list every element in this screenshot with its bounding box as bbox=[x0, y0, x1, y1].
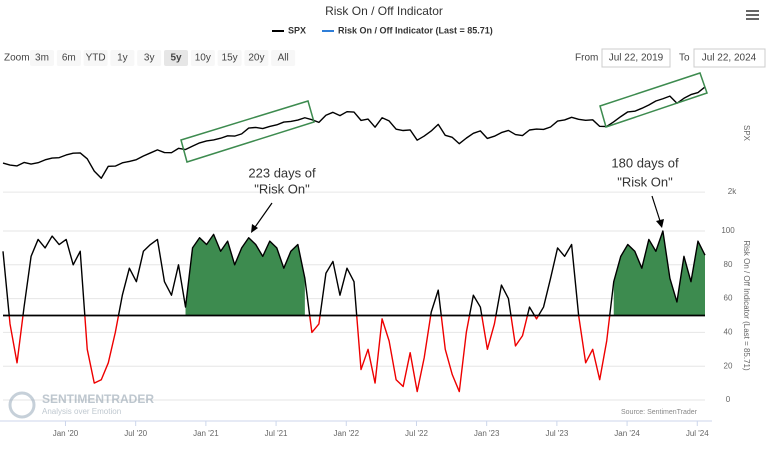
range-button[interactable] bbox=[83, 50, 108, 66]
x-tick-label: Jul '23 bbox=[545, 429, 568, 438]
range-button[interactable] bbox=[30, 50, 54, 66]
zoom-label: Zoom bbox=[4, 53, 30, 64]
arrow-head bbox=[656, 219, 664, 228]
risk-on-area bbox=[185, 234, 305, 316]
range-button[interactable] bbox=[217, 50, 242, 66]
to-input[interactable] bbox=[693, 48, 766, 68]
y-tick-label: 100 bbox=[721, 226, 735, 235]
source: Source: SentimenTrader bbox=[621, 409, 698, 416]
annotation-text: "Risk On" bbox=[254, 181, 310, 196]
x-tick-label: Jan '21 bbox=[193, 429, 219, 438]
range-button[interactable] bbox=[164, 50, 188, 66]
y2-tick-label: 2k bbox=[728, 187, 737, 196]
menu-bar bbox=[746, 10, 759, 12]
range-button-label: 1y bbox=[117, 53, 128, 64]
watermark-logo bbox=[8, 391, 36, 419]
x-tick-label: Jan '23 bbox=[474, 429, 500, 438]
range-button-label: 6m bbox=[62, 53, 76, 64]
y-tick-label: 40 bbox=[724, 328, 733, 337]
annotation-arrow bbox=[252, 202, 273, 231]
legend-label: SPX bbox=[288, 25, 306, 35]
menu-bar bbox=[746, 14, 759, 16]
annotation-text: 223 days of bbox=[248, 165, 316, 180]
range-button-label: 15y bbox=[222, 53, 238, 64]
x-tick-label: Jan '20 bbox=[53, 429, 79, 438]
annotation-text: "Risk On" bbox=[617, 174, 673, 189]
range-button-label: 3m bbox=[35, 53, 49, 64]
range-button[interactable] bbox=[271, 50, 296, 66]
range-button-label: 20y bbox=[248, 53, 264, 64]
range-button-label: 3y bbox=[144, 53, 155, 64]
legend: SPX Risk On / Off Indicator (Last = 85.71… bbox=[272, 25, 493, 35]
highlight-box bbox=[599, 72, 708, 128]
range-button[interactable] bbox=[190, 50, 215, 66]
x-tick-label: Jul '20 bbox=[124, 429, 147, 438]
watermark-text: SENTIMENTRADER bbox=[42, 392, 154, 406]
from-input[interactable] bbox=[601, 48, 671, 68]
range-selector: Zoom From Jul 22, 2019 To Jul 22, 2024 3… bbox=[4, 48, 766, 68]
risk-on-area bbox=[613, 231, 705, 316]
plot-area: 0 20 40 60 80 100 2k Risk On / Off Indicator (L… bbox=[0, 86, 751, 438]
indicator-line-above bbox=[2, 230, 706, 316]
y-tick-label: 0 bbox=[726, 395, 731, 404]
range-button[interactable] bbox=[56, 50, 81, 66]
chart-title: Risk On / Off Indicator bbox=[325, 4, 443, 18]
menu-bar bbox=[746, 18, 759, 20]
annotation-text: 180 days of bbox=[611, 155, 679, 170]
range-button-label: YTD bbox=[86, 53, 106, 64]
menu-button[interactable] bbox=[746, 10, 759, 20]
x-tick-label: Jan '24 bbox=[614, 429, 640, 438]
y-tick-label: 20 bbox=[724, 361, 733, 370]
y-axis-title: Risk On / Off Indicator (Last = 85.71) bbox=[742, 240, 751, 371]
y2-axis-title: SPX bbox=[742, 125, 751, 142]
spx-line bbox=[2, 86, 706, 179]
arrow-head bbox=[251, 224, 258, 233]
range-button[interactable] bbox=[244, 50, 269, 66]
range-button[interactable] bbox=[110, 50, 135, 66]
to-date: Jul 22, 2024 bbox=[702, 53, 757, 64]
range-button[interactable] bbox=[137, 50, 162, 66]
annotation: 223 days of "Risk On" bbox=[248, 165, 316, 233]
to-label: To bbox=[679, 53, 690, 64]
y-tick-label: 60 bbox=[724, 294, 733, 303]
from-label: From bbox=[575, 53, 598, 64]
x-tick-label: Jul '21 bbox=[265, 429, 288, 438]
y-tick-label: 80 bbox=[724, 260, 733, 269]
range-button-label: 10y bbox=[195, 53, 211, 64]
range-button-label: All bbox=[278, 53, 289, 64]
watermark-text: Analysis over Emotion bbox=[42, 407, 121, 416]
annotation-arrow bbox=[651, 195, 662, 225]
x-tick-label: Jul '22 bbox=[405, 429, 428, 438]
watermark: SENTIMENTRADER Analysis over Emotion bbox=[8, 391, 154, 419]
indicator-line-below bbox=[8, 315, 611, 393]
legend-label: Risk On / Off Indicator (Last = 85.71) bbox=[338, 25, 493, 35]
from-date: Jul 22, 2019 bbox=[609, 53, 664, 64]
highlight-box bbox=[180, 100, 315, 163]
annotation: 180 days of "Risk On" bbox=[611, 155, 679, 228]
x-tick-label: Jul '24 bbox=[686, 429, 709, 438]
range-button-label: 5y bbox=[170, 53, 182, 64]
x-tick-label: Jan '22 bbox=[334, 429, 360, 438]
